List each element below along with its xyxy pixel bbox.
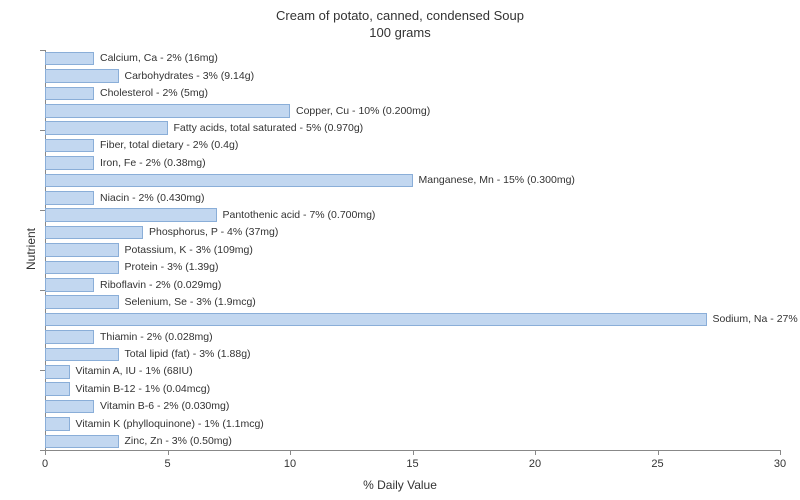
bar bbox=[45, 295, 119, 309]
bar bbox=[45, 278, 94, 292]
y-tick bbox=[40, 210, 45, 211]
bar bbox=[45, 348, 119, 362]
x-tick bbox=[658, 450, 659, 455]
bar-label: Total lipid (fat) - 3% (1.88g) bbox=[125, 349, 251, 360]
bar bbox=[45, 139, 94, 153]
bar bbox=[45, 330, 94, 344]
x-tick bbox=[535, 450, 536, 455]
bar bbox=[45, 313, 707, 327]
y-tick bbox=[40, 130, 45, 131]
chart-container: Cream of potato, canned, condensed Soup … bbox=[0, 0, 800, 500]
bar bbox=[45, 174, 413, 188]
bar-label: Vitamin B-12 - 1% (0.04mcg) bbox=[76, 384, 211, 395]
chart-title: Cream of potato, canned, condensed Soup … bbox=[0, 8, 800, 42]
bar-label: Zinc, Zn - 3% (0.50mg) bbox=[125, 436, 232, 447]
x-tick-label: 15 bbox=[406, 458, 418, 470]
bar bbox=[45, 365, 70, 379]
bar bbox=[45, 435, 119, 449]
bar-label: Manganese, Mn - 15% (0.300mg) bbox=[419, 175, 575, 186]
bar bbox=[45, 261, 119, 275]
bar-label: Vitamin A, IU - 1% (68IU) bbox=[76, 366, 193, 377]
bar-label: Calcium, Ca - 2% (16mg) bbox=[100, 53, 218, 64]
y-tick bbox=[40, 290, 45, 291]
title-line-2: 100 grams bbox=[369, 25, 430, 40]
bar bbox=[45, 243, 119, 257]
y-axis-label: Nutrient bbox=[24, 228, 38, 270]
bar bbox=[45, 104, 290, 118]
bar-label: Pantothenic acid - 7% (0.700mg) bbox=[223, 210, 376, 221]
bar bbox=[45, 191, 94, 205]
bar-label: Riboflavin - 2% (0.029mg) bbox=[100, 280, 221, 291]
x-tick-label: 0 bbox=[42, 458, 48, 470]
y-tick bbox=[40, 50, 45, 51]
x-axis-label: % Daily Value bbox=[0, 478, 800, 492]
x-tick-label: 10 bbox=[284, 458, 296, 470]
x-tick bbox=[45, 450, 46, 455]
bar-label: Carbohydrates - 3% (9.14g) bbox=[125, 71, 255, 82]
x-tick bbox=[168, 450, 169, 455]
bar bbox=[45, 400, 94, 414]
bar bbox=[45, 208, 217, 222]
bar bbox=[45, 52, 94, 66]
bar-label: Iron, Fe - 2% (0.38mg) bbox=[100, 158, 206, 169]
bar-label: Fatty acids, total saturated - 5% (0.970… bbox=[174, 123, 364, 134]
bar-label: Thiamin - 2% (0.028mg) bbox=[100, 332, 213, 343]
bar-label: Fiber, total dietary - 2% (0.4g) bbox=[100, 140, 238, 151]
bar bbox=[45, 87, 94, 101]
bar bbox=[45, 121, 168, 135]
bar-label: Protein - 3% (1.39g) bbox=[125, 262, 219, 273]
bar-label: Potassium, K - 3% (109mg) bbox=[125, 245, 253, 256]
bar-label: Selenium, Se - 3% (1.9mcg) bbox=[125, 297, 256, 308]
bar bbox=[45, 382, 70, 396]
bar-label: Vitamin B-6 - 2% (0.030mg) bbox=[100, 401, 229, 412]
bar-label: Copper, Cu - 10% (0.200mg) bbox=[296, 106, 430, 117]
x-tick-label: 25 bbox=[651, 458, 663, 470]
bar bbox=[45, 226, 143, 240]
bar bbox=[45, 69, 119, 83]
x-tick-label: 30 bbox=[774, 458, 786, 470]
bar-label: Phosphorus, P - 4% (37mg) bbox=[149, 227, 278, 238]
bar-label: Sodium, Na - 27% (637mg) bbox=[713, 314, 800, 325]
bar bbox=[45, 156, 94, 170]
bar-label: Niacin - 2% (0.430mg) bbox=[100, 193, 204, 204]
title-line-1: Cream of potato, canned, condensed Soup bbox=[276, 8, 524, 23]
bar bbox=[45, 417, 70, 431]
bar-label: Vitamin K (phylloquinone) - 1% (1.1mcg) bbox=[76, 419, 264, 430]
bar-label: Cholesterol - 2% (5mg) bbox=[100, 88, 208, 99]
y-tick bbox=[40, 450, 45, 451]
x-tick bbox=[780, 450, 781, 455]
x-tick bbox=[413, 450, 414, 455]
x-tick bbox=[290, 450, 291, 455]
x-tick-label: 20 bbox=[529, 458, 541, 470]
y-tick bbox=[40, 370, 45, 371]
x-tick-label: 5 bbox=[164, 458, 170, 470]
